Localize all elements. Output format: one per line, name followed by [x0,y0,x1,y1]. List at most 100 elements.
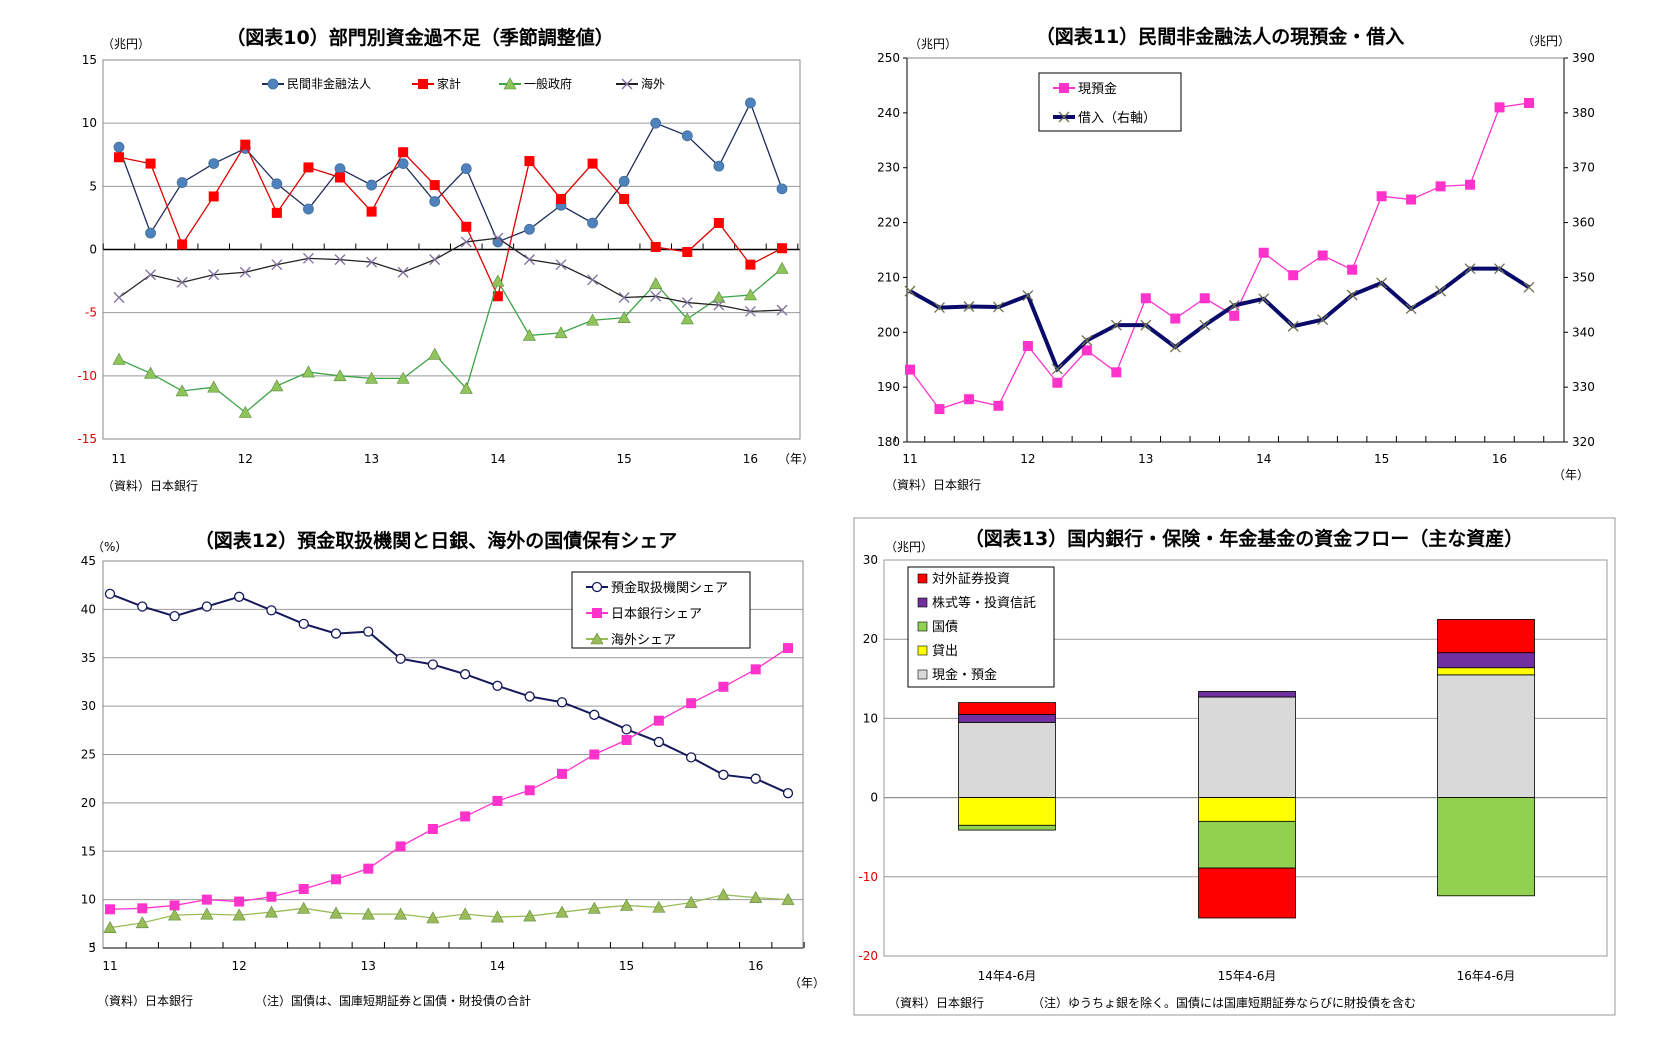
data-point-x [1464,263,1476,275]
y-tick-label: 240 [877,106,900,120]
data-point-triangle [587,901,601,914]
data-point-circle [267,78,279,90]
y-tick-label: 5 [88,941,96,955]
y-axis-unit-label: （兆円） [885,540,933,554]
data-point-x [208,269,220,281]
data-point-circle [782,788,794,799]
legend-label: 現預金 [1078,81,1117,97]
x-tick-label: 14 [1256,452,1271,466]
bar-stack [1198,691,1296,919]
y-tick-label: 30 [863,553,878,567]
bar-segment [1437,619,1535,654]
data-point-square [524,156,535,167]
series-1 [904,263,1535,375]
bar-segment [1198,820,1296,869]
data-point-triangle [775,261,789,274]
legend-label: 現金・預金 [932,667,997,683]
x-tick-label: 13 [1138,452,1153,466]
legend-item [412,79,434,89]
y-tick-label: 20 [81,796,96,810]
data-point-square [1258,247,1269,258]
legend-label: 対外証券投資 [932,571,1010,587]
data-point-circle [587,217,598,229]
x-tick-label: 16 [1492,452,1507,466]
chart-title: （図表10）部門別資金過不足（季節調整値） [226,26,613,49]
footnote: （注）国債は、国庫短期証券と国債・財投債の合計 [255,993,531,1008]
legend-item [586,632,608,645]
data-point-triangle [649,276,663,289]
data-point-x [904,285,916,297]
data-point-square [460,811,471,822]
data-point-x [366,256,378,268]
data-point-x [934,302,945,314]
y-right-tick-label: 340 [1572,325,1595,339]
data-point-circle [104,588,116,600]
data-point-square [271,207,282,218]
data-point-circle [397,158,409,169]
legend-label: 海外 [641,76,665,91]
data-point-x [334,254,346,266]
legend-item [586,581,608,593]
data-point-square [105,904,115,915]
legend-label: 家計 [437,76,461,91]
data-point-triangle [168,908,182,921]
series-line [109,894,789,929]
data-point-square [363,863,374,874]
data-point-square [266,891,277,902]
legend-item [262,78,284,90]
data-point-circle [303,203,314,215]
data-point-triangle [617,311,631,324]
data-point-triangle [200,907,214,920]
x-tick-label: 15 [1374,452,1389,466]
data-point-triangle [365,371,379,384]
data-point-x [1405,303,1417,315]
data-point-circle [589,709,600,720]
y-right-tick-label: 380 [1572,106,1595,120]
y-right-tick-label: 350 [1572,270,1595,284]
data-point-square [398,147,409,158]
data-point-square [418,79,428,89]
data-point-square [137,903,148,914]
legend-item [917,669,928,680]
y-axis-unit-label: （%） [92,540,127,554]
series-line [118,267,783,414]
y-tick-label: 10 [82,116,97,130]
data-point-square [745,259,756,270]
y-tick-label: 250 [877,51,900,65]
data-point-square [1435,181,1446,192]
data-point-square [234,896,245,907]
data-point-square [905,364,915,375]
data-point-triangle [743,288,757,301]
data-point-triangle [749,891,763,903]
series-line [109,592,789,795]
data-point-circle [271,178,283,190]
data-point-square [1081,345,1092,356]
legend-label: 借入（右軸） [1078,111,1156,126]
y-tick-label: 210 [877,270,900,284]
y-tick-label: 180 [877,435,900,449]
chart-10 [102,59,801,440]
legend-item [1053,111,1075,123]
data-point-circle [653,736,665,748]
data-point-x [302,252,314,264]
data-point-x [713,299,725,311]
chart-11 [894,57,1568,443]
y-tick-label: -20 [858,949,878,963]
y-tick-label: 10 [863,711,878,725]
data-point-circle [427,659,439,670]
y-tick-label: 190 [877,380,900,394]
data-point-triangle [590,632,604,645]
series-line [118,237,783,313]
y-tick-label: 230 [877,161,900,175]
legend-swatch [917,645,928,656]
data-point-x [744,305,756,317]
y-right-tick-label: 360 [1572,216,1595,230]
y-axis-unit-label: （兆円） [909,37,957,51]
legend-swatch [917,621,928,632]
chart-12 [93,560,805,949]
x-tick-label: 14 [490,452,505,466]
data-point-square [169,900,180,911]
data-point-triangle [329,906,343,919]
chart-title: （図表11）民間非金融法人の現預金・借入 [1036,25,1404,48]
y-tick-label: 0 [89,243,97,257]
